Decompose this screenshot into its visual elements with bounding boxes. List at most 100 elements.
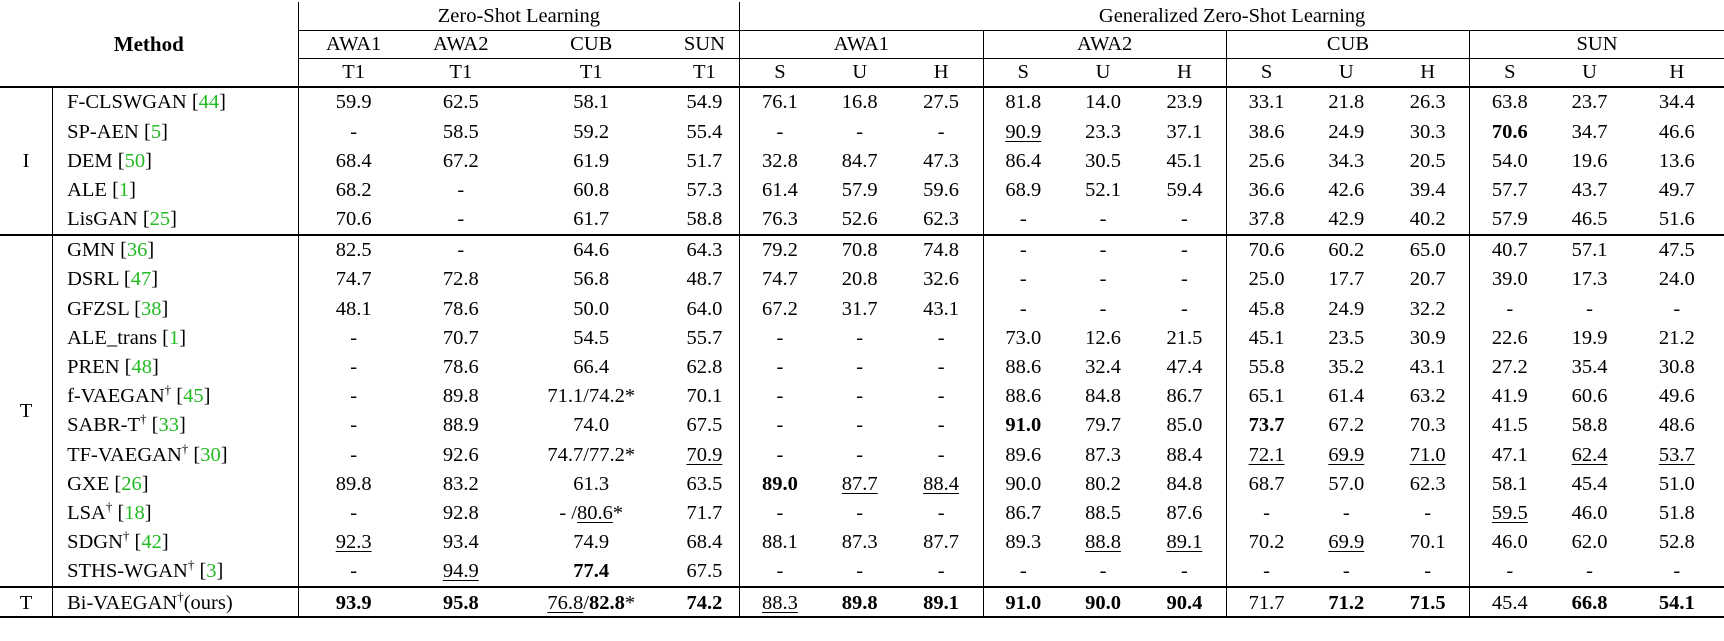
gzsl-sun-s-cell: 22.6: [1491, 326, 1528, 349]
citation-link[interactable]: 44: [198, 91, 220, 114]
gzsl-awa1-u-cell: -: [856, 414, 864, 437]
zsl-metric-sun: T1: [669, 58, 741, 88]
citation-link[interactable]: 26: [121, 472, 142, 495]
gzsl-awa2-s-cell: -: [1019, 560, 1027, 583]
citation-link[interactable]: 36: [126, 239, 148, 262]
citation-link[interactable]: 1: [169, 326, 180, 349]
gzsl-awa1-s-cell: -: [776, 385, 784, 408]
method-name: ALE_trans [1]: [52, 323, 299, 353]
zsl-awa2-t1-cell: 62.5: [408, 85, 513, 118]
method-name: GXE [26]: [52, 469, 299, 499]
gzsl-cub-h-cell: 71.5: [1386, 586, 1471, 618]
zsl-awa1-t1-cell: 68.4: [335, 149, 372, 172]
citation-link[interactable]: 45: [183, 385, 204, 408]
gzsl-awa2-s-cell: 68.9: [1005, 178, 1042, 201]
table-row: TF-VAEGAN† [30] -92.6 74.7/77.2* 70.9- - -89.…: [0, 440, 1724, 470]
citation-link[interactable]: 30: [200, 443, 221, 466]
gzsl-awa2-u-cell: 88.5: [1085, 501, 1121, 524]
citation-link[interactable]: 3: [206, 560, 217, 583]
gzsl-dataset-sun: SUN: [1469, 30, 1724, 59]
table-row: ALE [1] 68.2 - 60.8 57.3 61.4 57.9 59.6 68.9 52.1…: [0, 175, 1724, 205]
gzsl-cub-u-value: 69.9: [1328, 531, 1365, 554]
gzsl-sun-s-value: 59.5: [1491, 501, 1528, 524]
gzsl-awa2-u-cell: 88.8: [1063, 528, 1143, 557]
gzsl-awa2-u-cell: 79.7: [1085, 414, 1121, 437]
gzsl-awa1-h-cell: -: [899, 557, 984, 588]
citation-link[interactable]: 33: [158, 414, 179, 437]
method-name-text: F-CLSWGAN: [67, 91, 187, 114]
table-row: STHS-WGAN† [3] - 94.9 77.4 67.5 - - - - - - - - - - - -: [0, 557, 1724, 588]
gzsl-sun-h-value: 53.7: [1658, 443, 1695, 466]
citation-link[interactable]: 47: [130, 268, 152, 291]
gzsl-cub-h-cell: 70.1: [1386, 527, 1471, 557]
gzsl-cub-h-cell: 30.3: [1386, 117, 1471, 147]
zsl-cub-t1-cell: 74.9: [573, 531, 610, 554]
gzsl-sun-u-cell: 66.8: [1549, 586, 1630, 618]
zsl-header: Zero-Shot Learning: [298, 2, 741, 31]
gzsl-awa1-s-cell: 74.7: [762, 268, 798, 291]
gzsl-awa1-h-cell: 32.6: [899, 265, 984, 295]
gzsl-cub-s-cell: 33.1: [1226, 85, 1307, 118]
method-name-text: GXE: [67, 472, 110, 495]
gzsl-awa2-s-cell: 89.6: [1005, 443, 1042, 466]
zsl-awa1-t1-cell: 89.8: [335, 472, 372, 495]
zsl-awa1-t1-cell: 59.9: [298, 85, 409, 118]
gzsl-awa2-u-cell: 90.0: [1063, 586, 1143, 618]
citation-link[interactable]: 38: [140, 297, 162, 320]
gzsl-sun-s-cell: 46.0: [1491, 531, 1528, 554]
gzsl-cub-h-cell: -: [1386, 557, 1471, 588]
gzsl-sun-h-cell: 53.7: [1630, 440, 1724, 469]
gzsl-sun-s-cell: 54.0: [1491, 149, 1528, 172]
gzsl-sun-u-cell: -: [1586, 560, 1593, 583]
citation-link[interactable]: 25: [149, 208, 171, 231]
gzsl-awa2-h-cell: 84.8: [1143, 469, 1227, 499]
zsl-cub-t1-cell: 56.8: [573, 268, 610, 291]
table-row: T Bi-VAEGAN†(ours) 93.9 95.8 76.8/82.8* 74.2 8…: [0, 586, 1724, 618]
zsl-awa1-t1-cell: 93.9: [298, 586, 409, 618]
zsl-awa1-t1-cell: 74.7: [335, 268, 372, 291]
gzsl-cub-h-cell: 32.2: [1386, 294, 1471, 324]
citation-link[interactable]: 42: [141, 531, 162, 554]
zsl-cub-t1-cell: 61.9: [573, 149, 610, 172]
citation-link[interactable]: 50: [124, 149, 146, 172]
gzsl-awa1-s-cell: -: [776, 326, 784, 349]
citation-link[interactable]: 18: [124, 501, 145, 524]
gzsl-awa1-u-cell: -: [856, 385, 864, 408]
gzsl-awa2-u-cell: 14.0: [1063, 85, 1143, 118]
gzsl-cub-s-cell: 73.7: [1226, 411, 1306, 440]
citation-link[interactable]: 48: [131, 356, 152, 379]
gzsl-awa2-s-cell: 86.4: [1005, 149, 1042, 172]
zsl-awa2-t1-cell: 88.9: [442, 414, 479, 437]
citation-link[interactable]: 1: [118, 178, 130, 201]
gzsl-cub-s-cell: 37.8: [1248, 208, 1285, 231]
gzsl-cub-u-cell: 17.7: [1328, 268, 1365, 291]
gzsl-cub-s-value: 73.7: [1248, 414, 1285, 437]
results-table: Method Zero-Shot Learning Generalized Ze…: [0, 2, 1724, 618]
zsl-awa2-t1-cell: 89.8: [442, 385, 479, 408]
gzsl-cub-u-cell: 42.6: [1328, 178, 1365, 201]
gzsl-awa1-s-cell: 88.3: [739, 586, 820, 618]
gzsl-cub-s-cell: 65.1: [1248, 385, 1285, 408]
gzsl-sun-s-cell: 45.4: [1469, 586, 1550, 618]
zsl-awa1-t1-cell: -: [350, 414, 358, 437]
gzsl-cub-s-cell: 45.8: [1248, 297, 1285, 320]
zsl-awa2-t1-cell: 67.2: [442, 149, 479, 172]
dagger-mark: †: [177, 588, 184, 604]
gzsl-metric-awa2-s: S: [983, 58, 1063, 88]
table-row: GXE [26] 89.8 83.2 61.3 63.5 89.0 87.7 88.4 90.0…: [0, 469, 1724, 499]
zsl-sun-t1-cell: 64.3: [669, 233, 741, 266]
citation-link[interactable]: 5: [150, 120, 162, 143]
zsl-dataset-cub: CUB: [512, 30, 670, 59]
gzsl-sun-u-cell: 17.3: [1571, 268, 1608, 291]
method-name-text: LisGAN: [67, 208, 138, 231]
gzsl-awa2-h-cell: 59.4: [1143, 175, 1227, 205]
zsl-awa2-t1-cell: 58.5: [442, 120, 479, 143]
table-row: LSA† [18] -92.8- /80.6* 71.7- - -86.7 88.5 87.…: [0, 498, 1724, 528]
zsl-awa1-t1-cell: -: [350, 385, 358, 408]
gzsl-cub-u-cell: 24.9: [1328, 120, 1365, 143]
method-name-text: Bi-VAEGAN: [67, 591, 178, 614]
gzsl-sun-u-cell: 62.0: [1571, 531, 1608, 554]
method-name: TF-VAEGAN† [30]: [52, 440, 299, 470]
gzsl-awa2-u-cell: 84.8: [1085, 385, 1121, 408]
method-name-text: f-VAEGAN: [67, 385, 165, 408]
